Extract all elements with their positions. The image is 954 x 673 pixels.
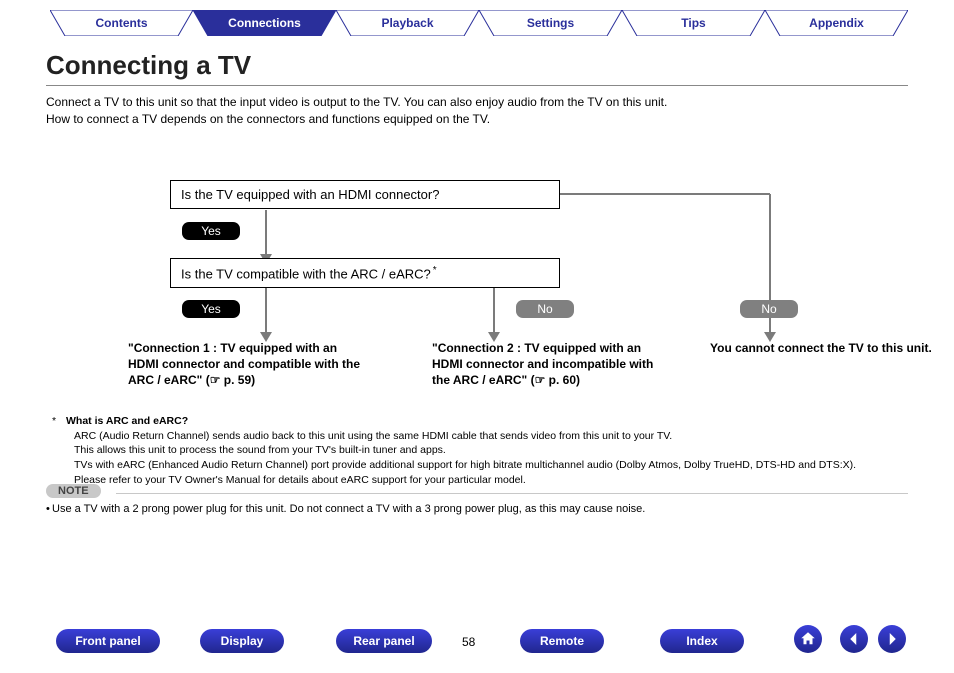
tab-tips[interactable]: Tips [622, 10, 765, 36]
arrow-segment [493, 288, 495, 334]
nav-front-panel[interactable]: Front panel [56, 629, 160, 653]
result-connection-2[interactable]: "Connection 2 : TV equipped with an HDMI… [432, 340, 672, 389]
flowchart: Is the TV equipped with an HDMI connecto… [0, 130, 954, 420]
home-icon[interactable] [794, 625, 822, 653]
note-badge: NOTE [46, 484, 101, 498]
question-arc: Is the TV compatible with the ARC / eARC… [170, 258, 560, 288]
arrow-segment [265, 288, 267, 334]
tab-label: Tips [681, 16, 705, 30]
nav-rear-panel[interactable]: Rear panel [336, 629, 432, 653]
arrow-segment [560, 193, 770, 195]
intro-line-1: Connect a TV to this unit so that the in… [46, 94, 908, 111]
tab-label: Appendix [809, 16, 864, 30]
page-content: Connecting a TV Connect a TV to this uni… [46, 50, 908, 129]
top-tabs: Contents Connections Playback Settings Tips A… [50, 10, 910, 36]
tab-appendix[interactable]: Appendix [765, 10, 908, 36]
footnote-arc: * What is ARC and eARC? ARC (Audio Retur… [66, 414, 908, 487]
tab-label: Settings [527, 16, 574, 30]
tab-label: Connections [228, 16, 301, 30]
intro-line-2: How to connect a TV depends on the conne… [46, 111, 908, 128]
tab-playback[interactable]: Playback [336, 10, 479, 36]
footnote-line: This allows this unit to process the sou… [74, 443, 908, 458]
footnote-line: Please refer to your TV Owner's Manual f… [74, 473, 908, 488]
footnote-line: TVs with eARC (Enhanced Audio Return Cha… [74, 458, 908, 473]
pill-yes-2: Yes [182, 300, 240, 318]
question-arc-text: Is the TV compatible with the ARC / eARC… [181, 266, 431, 281]
result-connection-1[interactable]: "Connection 1 : TV equipped with an HDMI… [128, 340, 368, 389]
note-bullet: • [46, 503, 50, 515]
note-rule [116, 493, 908, 494]
note-text: • Use a TV with a 2 prong power plug for… [52, 503, 908, 515]
page-number: 58 [462, 635, 475, 649]
pill-no-arc: No [516, 300, 574, 318]
tab-contents[interactable]: Contents [50, 10, 193, 36]
tab-label: Contents [96, 16, 148, 30]
footnote-line: ARC (Audio Return Channel) sends audio b… [74, 429, 908, 444]
tab-connections[interactable]: Connections [193, 10, 336, 36]
footnote-title: What is ARC and eARC? [66, 415, 188, 427]
pill-no-hdmi: No [740, 300, 798, 318]
tab-label: Playback [381, 16, 433, 30]
note-body: Use a TV with a 2 prong power plug for t… [52, 503, 645, 515]
footnote-asterisk: * [52, 414, 56, 429]
asterisk: * [433, 265, 437, 276]
page-title: Connecting a TV [46, 50, 908, 86]
bottom-nav: 58 Front panel Display Rear panel Remote Ind… [0, 623, 954, 653]
nav-remote[interactable]: Remote [520, 629, 604, 653]
question-hdmi-text: Is the TV equipped with an HDMI connecto… [181, 187, 439, 202]
prev-icon[interactable] [840, 625, 868, 653]
next-icon[interactable] [878, 625, 906, 653]
question-hdmi: Is the TV equipped with an HDMI connecto… [170, 180, 560, 209]
nav-display[interactable]: Display [200, 629, 284, 653]
tab-settings[interactable]: Settings [479, 10, 622, 36]
arrow-segment [265, 210, 267, 256]
pill-yes-1: Yes [182, 222, 240, 240]
nav-index[interactable]: Index [660, 629, 744, 653]
result-cannot-connect: You cannot connect the TV to this unit. [710, 340, 950, 356]
